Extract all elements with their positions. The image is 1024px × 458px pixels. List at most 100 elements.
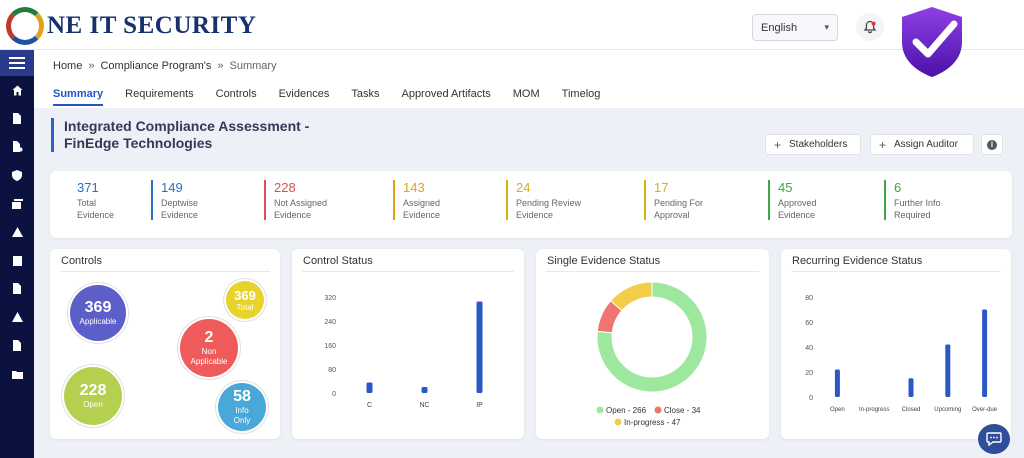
sidebar: [0, 50, 34, 458]
stat-further-info-required[interactable]: 6 Further Info Required: [884, 180, 941, 228]
sidebar-item-alerts[interactable]: [0, 218, 34, 246]
x-tick-label: Upcoming: [934, 407, 961, 413]
breadcrumb-home[interactable]: Home: [53, 60, 83, 72]
y-tick-label: 80: [328, 367, 336, 374]
bubble-info-only[interactable]: 58 Info Only: [218, 383, 266, 431]
clipboard-icon: [12, 256, 22, 267]
stat-value: 371: [77, 180, 99, 195]
card-title: Control Status: [303, 255, 373, 267]
bubble-applicable[interactable]: 369 Applicable: [70, 285, 126, 341]
tab-timelog[interactable]: Timelog: [561, 88, 601, 100]
brand-logo[interactable]: NE IT SECURITY: [6, 6, 256, 46]
stat-label: Further Info: [894, 198, 941, 208]
tab-mom[interactable]: MOM: [512, 88, 540, 100]
language-select[interactable]: English ▾: [752, 14, 838, 41]
stat-total-evidence[interactable]: 371 Total Evidence: [67, 180, 114, 228]
stat-assigned-evidence[interactable]: 143 Assigned Evidence: [393, 180, 440, 228]
sidebar-item-layers[interactable]: [0, 190, 34, 218]
sidebar-item-home[interactable]: [0, 76, 34, 104]
y-tick-label: 0: [809, 395, 813, 402]
tab-approved-artifacts[interactable]: Approved Artifacts: [401, 88, 491, 100]
y-tick-label: 40: [805, 345, 813, 352]
notification-button[interactable]: [856, 13, 884, 41]
donut-slice: [609, 281, 653, 312]
card-title: Controls: [61, 255, 102, 267]
stat-divider: [644, 180, 646, 220]
bar: [476, 301, 483, 393]
sidebar-item-evidence[interactable]: [0, 332, 34, 360]
folder-icon: [11, 370, 23, 379]
stakeholders-button[interactable]: + Stakeholders: [765, 134, 861, 155]
bubble-non-applicable[interactable]: 2 Non Applicable: [180, 319, 238, 377]
menu-toggle-button[interactable]: [0, 50, 34, 76]
x-tick-label: In-progress: [859, 407, 889, 413]
controls-card: Controls 369 Applicable 369 Total 2 Non …: [50, 249, 280, 439]
stat-value: 45: [778, 180, 793, 195]
y-tick-label: 160: [324, 343, 336, 350]
layers-icon: [11, 198, 23, 209]
breadcrumb: Home » Compliance Program's » Summary: [53, 60, 277, 72]
plus-icon: +: [879, 137, 887, 152]
stat-label: Evidence: [778, 210, 816, 220]
stat-label: Not Assigned: [274, 198, 328, 208]
y-tick-label: 80: [805, 295, 813, 302]
warning-icon: [11, 227, 23, 238]
single-evidence-card: Single Evidence Status Open - 266 Close -…: [536, 249, 769, 439]
breadcrumb-current: Summary: [229, 60, 277, 72]
sidebar-item-documents[interactable]: [0, 104, 34, 132]
sidebar-item-archive[interactable]: [0, 360, 34, 388]
tab-evidences[interactable]: Evidences: [278, 88, 330, 100]
chat-icon: [986, 432, 1002, 446]
sidebar-item-security[interactable]: [0, 161, 34, 189]
card-divider: [60, 271, 270, 272]
stat-label: Evidence: [161, 210, 199, 220]
sidebar-item-reports[interactable]: [0, 275, 34, 303]
stat-not-assigned-evidence[interactable]: 228 Not Assigned Evidence: [264, 180, 327, 228]
breadcrumb-separator-icon: »: [88, 60, 95, 72]
stat-pending-review-evidence[interactable]: 24 Pending Review Evidence: [506, 180, 581, 228]
stat-value: 228: [274, 180, 296, 195]
stat-approved-evidence[interactable]: 45 Approved Evidence: [768, 180, 817, 228]
main-content: Home » Compliance Program's » Summary Su…: [34, 50, 1024, 458]
report-icon: [13, 283, 21, 295]
stat-label: Evidence: [274, 210, 312, 220]
sidebar-item-files[interactable]: [0, 133, 34, 161]
stat-value: 17: [654, 180, 669, 195]
bubble-label: Applicable: [79, 317, 117, 326]
legend-marker: [596, 406, 604, 414]
tab-summary[interactable]: Summary: [53, 88, 104, 106]
bubble-total[interactable]: 369 Total: [226, 281, 264, 319]
stat-label: Pending Review: [516, 198, 582, 208]
bell-icon: [863, 20, 877, 34]
breadcrumb-program[interactable]: Compliance Program's: [100, 60, 212, 72]
legend-label: Open - 266: [606, 406, 647, 415]
stat-deptwise-evidence[interactable]: 149 Deptwise Evidence: [151, 180, 198, 228]
bubble-open[interactable]: 228 Open: [64, 367, 122, 425]
chat-button[interactable]: [978, 424, 1010, 454]
stat-divider: [393, 180, 395, 220]
stat-label: Required: [894, 210, 931, 220]
stat-pending-for-approval[interactable]: 17 Pending For Approval: [644, 180, 703, 228]
assign-auditor-button[interactable]: + Assign Auditor: [870, 134, 974, 155]
tab-requirements[interactable]: Requirements: [125, 88, 194, 100]
sidebar-item-risks[interactable]: [0, 303, 34, 331]
bubble-label: Total: [236, 302, 254, 312]
card-title: Recurring Evidence Status: [792, 255, 923, 267]
bubble-label: Open: [83, 400, 103, 409]
info-button[interactable]: i: [981, 134, 1003, 155]
stat-divider: [151, 180, 153, 220]
sidebar-item-tasks[interactable]: [0, 246, 34, 274]
y-tick-label: 20: [805, 370, 813, 377]
y-tick-label: 240: [324, 319, 336, 326]
tab-controls[interactable]: Controls: [215, 88, 257, 100]
y-tick-label: 60: [805, 320, 813, 327]
stat-divider: [768, 180, 770, 220]
breadcrumb-separator-icon: »: [217, 60, 224, 72]
bubble-value: 58: [233, 388, 251, 405]
card-divider: [791, 271, 1001, 272]
shield-icon: [12, 169, 22, 181]
single-evidence-chart: Open - 266 Close - 34 In-progress - 47: [596, 281, 708, 427]
bar: [908, 378, 914, 397]
card-divider: [546, 271, 759, 272]
tab-tasks[interactable]: Tasks: [351, 88, 380, 100]
